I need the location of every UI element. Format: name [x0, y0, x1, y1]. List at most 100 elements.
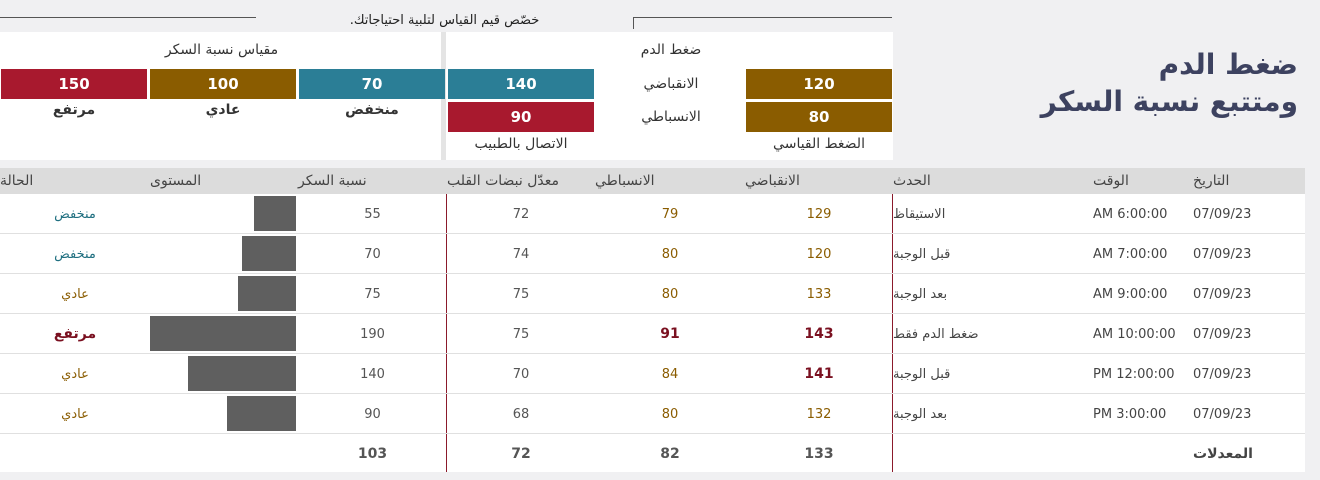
doctor-diastolic: 90 — [448, 102, 594, 132]
cell-sugar: 140 — [360, 366, 385, 382]
cell-date: 07/09/23 — [1193, 286, 1252, 302]
hint-line — [0, 17, 256, 18]
cell-systolic: 132 — [806, 406, 832, 422]
cell-diastolic: 80 — [661, 286, 679, 302]
cell-status: عادي — [61, 366, 89, 382]
cell-systolic: 129 — [806, 206, 832, 222]
cell-diastolic: 80 — [661, 406, 679, 422]
standard-label: الضغط القياسي — [773, 136, 865, 152]
cell-systolic: 141 — [804, 366, 834, 382]
cell-heart: 75 — [512, 286, 530, 302]
row-border — [0, 433, 1305, 434]
cell-time: PM 3:00:00 — [1093, 406, 1167, 422]
column-header: معدّل نبضات القلب — [447, 173, 559, 189]
doctor-label: الاتصال بالطبيب — [474, 136, 568, 152]
cell-event: بعد الوجبة — [893, 286, 948, 302]
level-value: 150 — [1, 69, 147, 99]
level-label: منخفض — [345, 102, 399, 118]
doctor-systolic: 140 — [448, 69, 594, 99]
cell-diastolic: 84 — [661, 366, 679, 382]
cell-sugar: 190 — [360, 326, 385, 342]
cell-diastolic: 80 — [661, 246, 679, 262]
level-bar — [242, 236, 296, 271]
row-border — [0, 313, 1305, 314]
level-bar — [149, 316, 296, 351]
bp-title: ضغط الدم — [640, 42, 702, 58]
divider — [446, 194, 447, 472]
cell-heart: 72 — [512, 206, 530, 222]
cell-date: 07/09/23 — [1193, 406, 1252, 422]
cell-time: AM 10:00:00 — [1093, 326, 1176, 342]
cell-sugar: 70 — [364, 246, 381, 262]
row-border — [0, 233, 1305, 234]
cell-time: PM 12:00:00 — [1093, 366, 1175, 382]
column-header: الانسباطي — [595, 173, 655, 189]
cell-time: AM 6:00:00 — [1093, 206, 1168, 222]
row-border — [0, 273, 1305, 274]
cell-event: قبل الوجبة — [893, 246, 951, 262]
column-header: الوقت — [1093, 173, 1129, 189]
cell-event: الاستيقاظ — [893, 206, 946, 222]
level-label: عادي — [205, 102, 241, 118]
cell-sugar: 75 — [364, 286, 381, 302]
cell-heart: 68 — [512, 406, 530, 422]
cell-heart: 74 — [512, 246, 530, 262]
cell-systolic: 120 — [806, 246, 832, 262]
level-bar — [238, 276, 296, 311]
cell-date: 07/09/23 — [1193, 326, 1252, 342]
level-label: مرتفع — [52, 102, 96, 118]
diastolic-label: الانسباطي — [641, 109, 701, 125]
cell-diastolic: 79 — [661, 206, 679, 222]
systolic-label: الانقباضي — [643, 76, 699, 92]
cell-status: عادي — [61, 406, 89, 422]
average-sugar: 103 — [357, 446, 388, 462]
hint-bar — [0, 0, 893, 32]
cell-status: مرتفع — [53, 326, 97, 342]
row-border — [0, 353, 1305, 354]
column-header: المستوى — [150, 173, 202, 189]
cell-sugar: 55 — [364, 206, 381, 222]
cell-sugar: 90 — [364, 406, 381, 422]
row-border — [0, 393, 1305, 394]
cell-time: AM 7:00:00 — [1093, 246, 1168, 262]
column-header: التاريخ — [1193, 173, 1230, 189]
cell-date: 07/09/23 — [1193, 366, 1252, 382]
cell-date: 07/09/23 — [1193, 206, 1252, 222]
column-header: الحدث — [893, 173, 931, 189]
average-systolic: 133 — [804, 446, 834, 462]
level-bar — [188, 356, 296, 391]
standard-diastolic: 80 — [746, 102, 892, 132]
hint-line — [633, 17, 892, 29]
cell-time: AM 9:00:00 — [1093, 286, 1168, 302]
level-value: 70 — [299, 69, 445, 99]
column-header: الانقباضي — [745, 173, 800, 189]
average-heart: 72 — [511, 446, 531, 462]
cell-systolic: 133 — [806, 286, 832, 302]
average-diastolic: 82 — [660, 446, 680, 462]
level-value: 100 — [150, 69, 296, 99]
cell-event: قبل الوجبة — [893, 366, 951, 382]
level-bar — [253, 196, 296, 231]
divider — [892, 194, 893, 472]
header-row — [0, 168, 1305, 194]
averages-label: المعدلات — [1193, 446, 1253, 462]
table: التاريخ الوقت الحدث الانقباضي الانسباطي معدّل… — [0, 168, 1305, 472]
cell-event: بعد الوجبة — [893, 406, 948, 422]
cell-status: عادي — [61, 286, 89, 302]
level-bar — [226, 396, 296, 431]
cell-heart: 75 — [512, 326, 530, 342]
cell-diastolic: 91 — [660, 326, 680, 342]
title: ضغط الدم — [1158, 48, 1298, 81]
standard-systolic: 120 — [746, 69, 892, 99]
sugar-title: مقياس نسبة السكر — [164, 42, 279, 58]
column-header: نسبة السكر — [298, 173, 367, 189]
cell-status: منخفض — [54, 246, 96, 262]
cell-event: ضغط الدم فقط — [893, 326, 979, 342]
title: ومتتبع نسبة السكر — [1040, 85, 1298, 118]
column-header: الحالة — [0, 173, 34, 189]
cell-heart: 70 — [512, 366, 530, 382]
cell-status: منخفض — [54, 206, 96, 222]
hint: خصّص قيم القياس لتلبية احتياجاتك. — [349, 12, 540, 28]
cell-systolic: 143 — [804, 326, 834, 342]
